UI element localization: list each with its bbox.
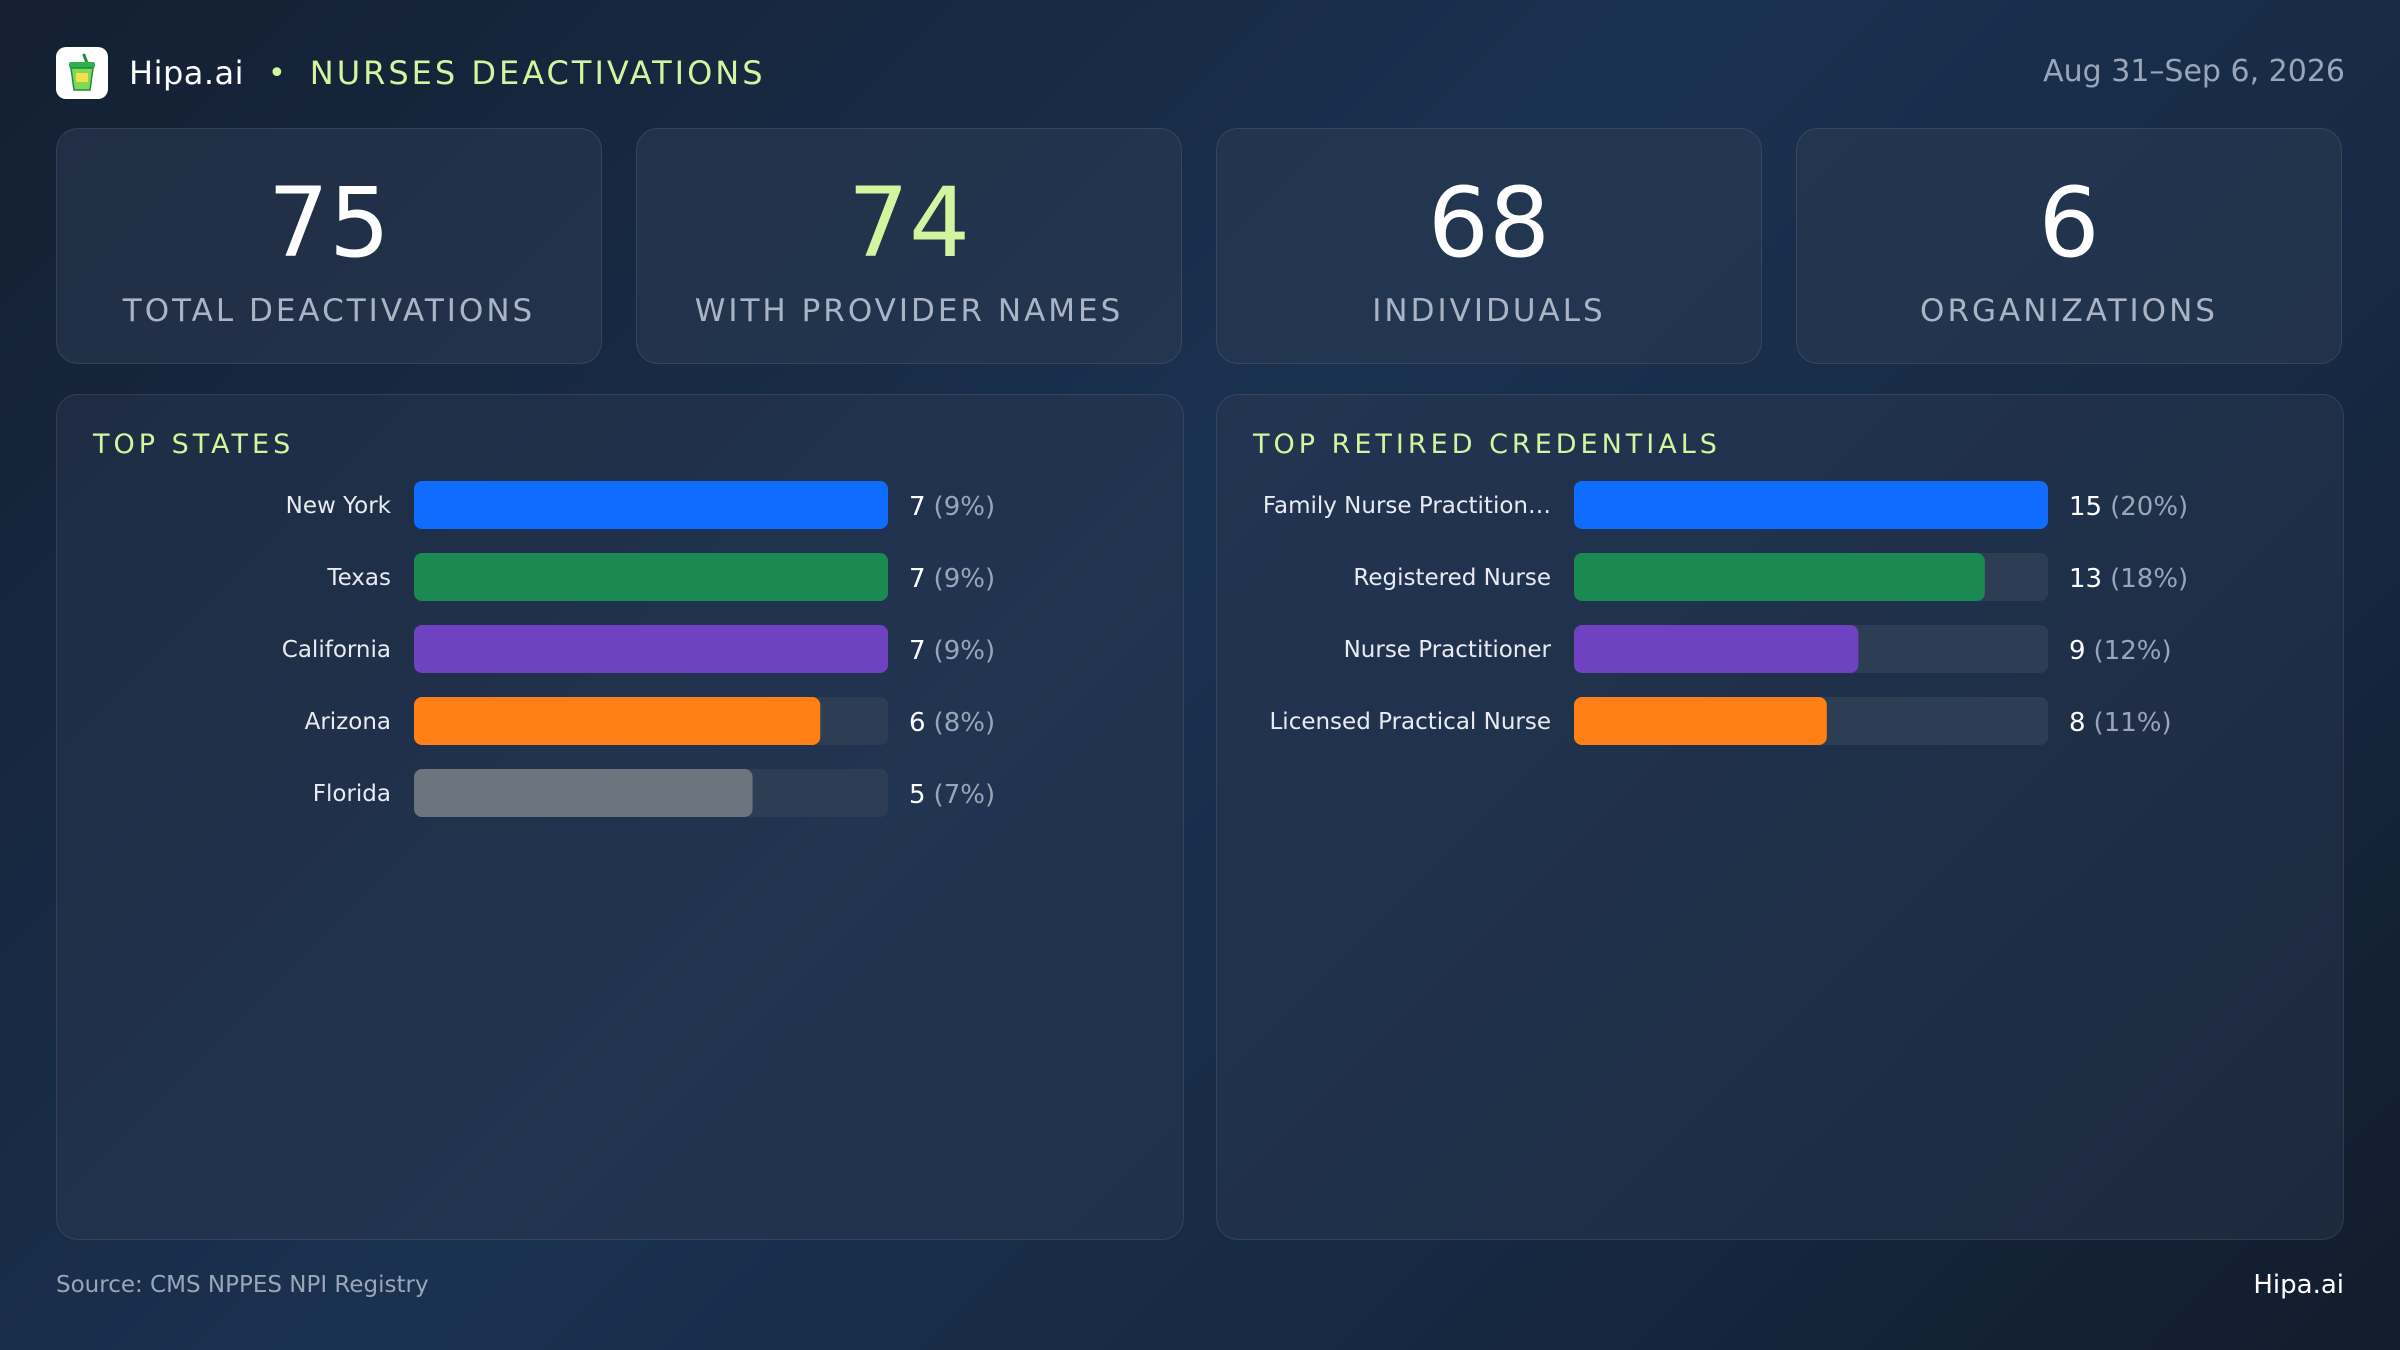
bar-value-label: 7 (9%) (909, 492, 995, 522)
footer-brand: Hipa.ai (2253, 1270, 2344, 1300)
stat-label: WITH PROVIDER NAMES (694, 293, 1124, 329)
bar-percent: (11%) (2094, 708, 2172, 738)
stat-card-provider-names: 74 WITH PROVIDER NAMES (636, 128, 1182, 364)
bar (414, 553, 888, 601)
stat-label: TOTAL DEACTIVATIONS (122, 293, 536, 329)
chart-title: TOP RETIRED CREDENTIALS (1253, 429, 1721, 460)
brand-name: Hipa.ai (129, 54, 245, 92)
bar-value: 9 (2069, 636, 2086, 666)
bar-label: Nurse Practitioner (1344, 637, 1552, 663)
source-note: Source: CMS NPPES NPI Registry (56, 1272, 429, 1298)
chart-title: TOP STATES (93, 429, 295, 460)
stat-label: ORGANIZATIONS (1920, 293, 2218, 329)
bar-percent: (18%) (2110, 564, 2188, 594)
bar-percent: (7%) (934, 780, 996, 810)
stat-label: INDIVIDUALS (1372, 293, 1606, 329)
bar (1574, 697, 1827, 745)
stat-card-organizations: 6 ORGANIZATIONS (1796, 128, 2342, 364)
bar-percent: (20%) (2110, 492, 2188, 522)
bar (414, 481, 888, 529)
bar-percent: (8%) (934, 708, 996, 738)
bar-value: 6 (909, 708, 926, 738)
title-separator: • (268, 55, 286, 91)
stat-card-total: 75 TOTAL DEACTIVATIONS (56, 128, 602, 364)
bar-label: Registered Nurse (1353, 565, 1551, 591)
cup-icon (56, 47, 108, 99)
bar-value: 7 (909, 564, 926, 594)
bar-label: New York (286, 493, 392, 519)
bar (414, 625, 888, 673)
bar (414, 697, 821, 745)
date-range: Aug 31–Sep 6, 2026 (2043, 54, 2345, 89)
bar-value-label: 15 (20%) (2069, 492, 2188, 522)
bar-value-label: 8 (11%) (2069, 708, 2172, 738)
bar-value-label: 9 (12%) (2069, 636, 2172, 666)
top-credentials-panel: TOP RETIRED CREDENTIALS Family Nurse Pra… (1216, 394, 2344, 1240)
bar-value: 8 (2069, 708, 2086, 738)
bar-percent: (9%) (934, 636, 996, 666)
bar-value: 5 (909, 780, 926, 810)
stat-card-individuals: 68 INDIVIDUALS (1216, 128, 1762, 364)
bar-value: 13 (2069, 564, 2102, 594)
bar-value: 15 (2069, 492, 2102, 522)
bar-value-label: 7 (9%) (909, 564, 995, 594)
bar (414, 769, 753, 817)
bar-value-label: 5 (7%) (909, 780, 995, 810)
stat-value: 74 (847, 167, 971, 279)
top-credentials-chart: Family Nurse Practition… 15 (20%) Registere… (1263, 481, 2188, 745)
stat-value: 68 (1427, 167, 1551, 279)
bar-percent: (9%) (934, 564, 996, 594)
bar (1574, 553, 1985, 601)
bar-label: Arizona (305, 709, 391, 735)
stat-value: 75 (267, 167, 391, 279)
bar-label: Florida (313, 781, 391, 807)
header: Hipa.ai • NURSES DEACTIVATIONS (56, 46, 766, 100)
bar (1574, 625, 1859, 673)
bar-value-label: 7 (9%) (909, 636, 995, 666)
page-title: NURSES DEACTIVATIONS (309, 54, 766, 92)
bar-value-label: 13 (18%) (2069, 564, 2188, 594)
top-states-panel: TOP STATES New York 7 (9%) Texas 7 (9%) Califo… (56, 394, 1184, 1240)
bar-value-label: 6 (8%) (909, 708, 995, 738)
bar-label: Texas (326, 565, 391, 591)
bar-percent: (9%) (934, 492, 996, 522)
bar-label: Licensed Practical Nurse (1269, 709, 1551, 735)
bar-label: Family Nurse Practition… (1263, 493, 1551, 519)
bar (1574, 481, 2048, 529)
bar-value: 7 (909, 636, 926, 666)
bar-value: 7 (909, 492, 926, 522)
bar-label: California (282, 637, 391, 663)
bar-percent: (12%) (2094, 636, 2172, 666)
stat-value: 6 (2038, 167, 2100, 279)
top-states-chart: New York 7 (9%) Texas 7 (9%) California 7 (9%) Ar… (282, 481, 995, 817)
